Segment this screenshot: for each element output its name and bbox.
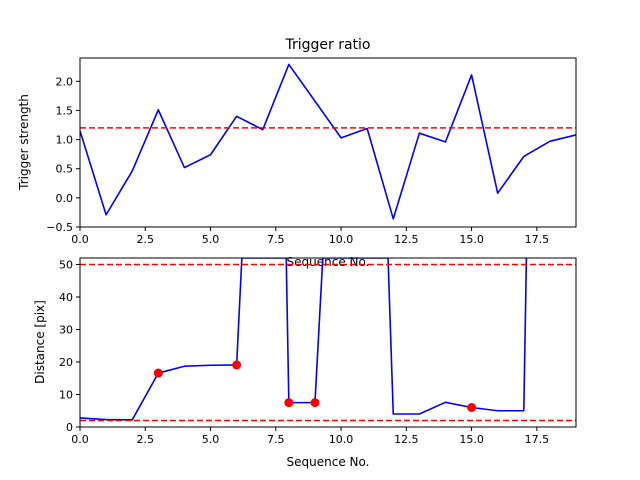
data-point-marker [153,368,163,378]
y-tick-label: 40 [59,291,73,304]
x-tick-label: 7.5 [267,433,285,446]
y-tick-label: −0.5 [46,221,73,234]
y-tick-label: 1.0 [56,134,74,147]
x-tick-label: 12.5 [394,433,419,446]
x-tick-label: 12.5 [394,233,419,246]
x-tick-label: 2.5 [137,433,155,446]
axes-frame [79,57,577,228]
x-tick-label: 17.5 [525,433,550,446]
x-tick-label: 17.5 [525,233,550,246]
chart-title: Trigger ratio [284,37,370,53]
x-tick-label: 15.0 [459,233,484,246]
y-axis-label: Distance [pix] [33,300,47,384]
data-point-marker [467,403,477,412]
x-axis-label: Sequence No. [287,255,370,269]
data-point-marker [310,398,320,408]
y-tick-label: 30 [59,324,73,337]
y-tick-label: 50 [59,259,73,272]
y-tick-label: 2.0 [56,75,74,88]
y-tick-label: 20 [59,356,73,369]
y-tick-label: 0 [66,421,73,434]
x-tick-label: 0.0 [71,433,89,446]
plot-area [80,63,576,220]
plot-area [80,258,576,422]
x-tick-label: 2.5 [137,233,155,246]
y-tick-label: 0.0 [56,192,74,205]
x-tick-label: 10.0 [329,233,354,246]
x-tick-label: 5.0 [202,233,220,246]
x-axis-label: Sequence No. [287,455,370,469]
axes-ticks: 0.0 2.5 5.0 7.5 10.0 12.5 15.0 17.5−0.50.00.51.… [46,75,549,246]
x-tick-label: 15.0 [459,433,484,446]
series-line [80,63,576,220]
x-tick-label: 7.5 [267,233,285,246]
y-tick-label: 10 [59,389,73,402]
data-point-marker [284,398,294,408]
y-tick-label: 1.5 [56,104,74,117]
data-point-marker [232,360,242,370]
axes-frame [79,257,577,428]
x-tick-label: 0.0 [71,233,89,246]
x-tick-label: 10.0 [329,433,354,446]
distance-panel: 0.0 2.5 5.0 7.5 10.0 12.5 15.0 17.501020304050 … [33,257,577,469]
y-axis-label: Trigger strength [17,94,31,191]
trigger-ratio-panel: Trigger ratio 0.0 2.5 5.0 7.5 10.0 12.5 15.0 17… [17,37,577,269]
x-tick-label: 5.0 [202,433,220,446]
axes-ticks: 0.0 2.5 5.0 7.5 10.0 12.5 15.0 17.5 0 10 20 30 40 50 [59,259,549,447]
y-tick-label: 0.5 [56,163,74,176]
